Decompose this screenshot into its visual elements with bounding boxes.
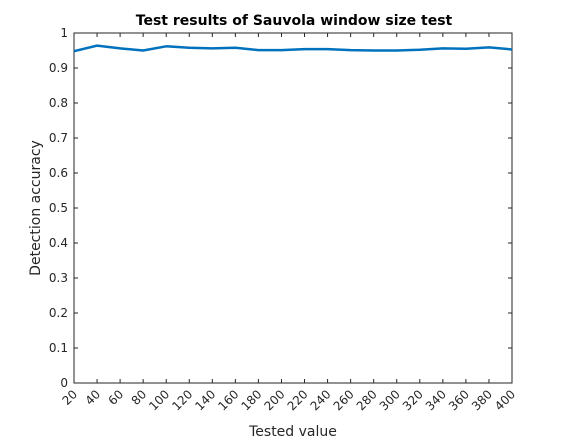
x-tick-label: 140 — [192, 387, 218, 413]
x-tick-label: 220 — [285, 387, 311, 413]
x-tick-label: 200 — [261, 387, 287, 413]
y-tick-label: 0 — [60, 376, 68, 390]
y-tick-label: 1 — [60, 26, 68, 40]
x-tick-label: 360 — [446, 387, 472, 413]
x-tick-label: 40 — [82, 387, 103, 408]
x-tick-label: 60 — [106, 387, 127, 408]
x-tick-label: 240 — [308, 387, 334, 413]
x-tick-label: 280 — [354, 387, 380, 413]
x-tick-label: 180 — [238, 387, 264, 413]
y-tick-label: 0.2 — [49, 306, 68, 320]
x-tick-label: 100 — [146, 387, 172, 413]
x-tick-label: 260 — [331, 387, 357, 413]
axes — [73, 32, 513, 384]
x-tick-label: 300 — [377, 387, 403, 413]
y-tick-label: 0.5 — [49, 201, 68, 215]
y-tick-label: 0.3 — [49, 271, 68, 285]
x-tick-label: 20 — [59, 387, 80, 408]
x-tick-label: 120 — [169, 387, 195, 413]
y-axis-label: Detection accuracy — [28, 140, 44, 276]
x-tick-label: 320 — [400, 387, 426, 413]
y-tick-label: 0.1 — [49, 341, 68, 355]
y-tick-label: 0.8 — [49, 96, 68, 110]
series-group — [73, 44, 513, 53]
x-axis-label: Tested value — [248, 424, 337, 439]
x-tick-label: 80 — [129, 387, 150, 408]
y-tick-label: 0.6 — [49, 166, 68, 180]
y-axis: 0 0.1 0.2 0.3 0.4 0.5 0.6 0.7 0.8 0.9 1 — [49, 26, 512, 390]
y-tick-label: 0.9 — [49, 61, 68, 75]
x-tick-label: 380 — [469, 387, 495, 413]
y-tick-label: 0.4 — [49, 236, 68, 250]
x-tick-label: 160 — [215, 387, 241, 413]
chart-title: Test results of Sauvola window size test — [136, 13, 453, 29]
plot-area — [73, 32, 513, 384]
x-tick-label: 340 — [423, 387, 449, 413]
y-tick-label: 0.7 — [49, 131, 68, 145]
x-tick-label: 400 — [492, 387, 518, 413]
series-line — [73, 44, 513, 53]
